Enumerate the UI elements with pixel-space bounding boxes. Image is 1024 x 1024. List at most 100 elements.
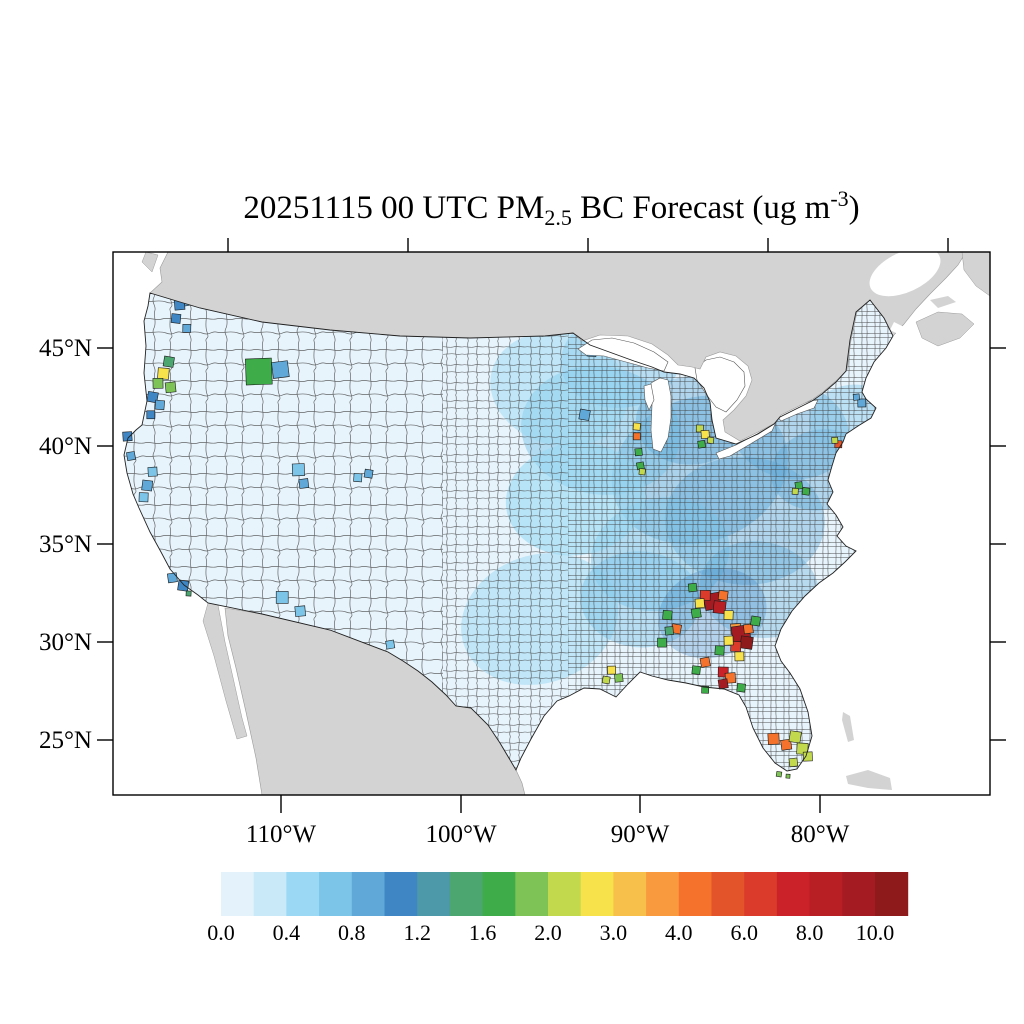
county-hotspot [750,615,762,627]
county-hotspot [739,635,754,650]
colorbar-segment [449,872,484,916]
county-hotspot [147,466,158,477]
colorbar-segment [384,872,418,916]
county-hotspot [734,651,745,662]
county-hotspot [767,732,780,745]
county-hotspot [723,635,734,646]
colorbar-label: 0.0 [207,920,235,945]
plot-frame [112,251,991,796]
x-axis-labels: 110°W 100°W 90°W 80°W [246,821,850,848]
county-hotspot [701,685,710,694]
nova-scotia [915,311,975,347]
x-tick-label: 100°W [425,821,496,848]
county-hotspot [788,730,802,744]
colorbar-segment [776,872,811,916]
colorbar-segment [580,872,614,916]
county-hotspot [717,678,729,690]
county-hotspot [126,451,136,461]
colorbar-segment [678,872,712,916]
colorbar-label: 8.0 [796,920,824,945]
county-hotspot [271,360,290,379]
county-hotspot [697,439,706,449]
colorbar-segment [744,872,778,916]
colorbar-label: 1.2 [403,920,431,945]
title-superscript: -3 [830,186,849,211]
county-hotspot [780,738,793,751]
colorbar-segment [646,872,680,916]
colorbar-label: 0.8 [338,920,366,945]
prince-edward-island [930,296,956,308]
county-hotspot [700,429,710,440]
county-hotspot [791,487,799,495]
colorbar-segment [253,872,287,916]
bay-of-fundy [890,322,926,346]
county-hotspot [164,381,177,394]
colorbar-label: 2.0 [534,920,562,945]
county-hotspot [162,355,175,368]
colorbar-label: 0.4 [273,920,301,945]
colorbar-segment [548,872,582,916]
county-hotspot [717,590,729,601]
county-hotspot [632,432,641,441]
colorbar: 0.0 0.4 0.8 1.2 1.6 2.0 3.0 4.0 6.0 8.0 10.0 [207,872,909,945]
colorbar-label: 1.6 [469,920,497,945]
y-tick-label: 35°N [39,531,92,558]
lake-michigan [650,377,672,453]
title-prefix: 20251115 00 UTC PM [243,190,545,226]
county-hotspot [699,656,711,668]
vancouver-island [141,251,159,273]
colorbar-segment [482,872,516,916]
colorbar-segment [842,872,876,916]
county-hotspot [775,770,783,778]
county-hotspot [714,645,725,656]
county-hotspot [712,600,727,615]
y-tick-label: 45°N [39,335,92,362]
colorbar-label: 6.0 [730,920,758,945]
x-tick-label: 80°W [791,821,850,848]
county-hotspot [245,357,273,386]
county-hotspot [794,481,804,490]
county-hotspot [634,447,643,457]
y-tick-label: 30°N [39,629,92,656]
county-hotspot [695,424,704,433]
colorbar-segment [221,872,255,916]
county-hotspot [152,377,164,389]
colorbar-segment [809,872,843,916]
county-hotspot [736,682,746,693]
us-outline [123,292,894,772]
hotspot-counties [122,295,867,779]
county-hotspot [353,473,363,483]
colorbar-segment [875,872,909,916]
y-axis-labels: 45°N 40°N 35°N 30°N 25°N [39,335,92,754]
lake-superior [577,337,669,372]
colorbar-label: 10.0 [856,920,895,945]
county-hotspot [857,398,867,408]
colorbar-segment [319,872,353,916]
county-hotspot [831,436,839,444]
county-hotspot [166,572,178,584]
county-hotspot [170,313,182,324]
x-tick-label: 90°W [611,821,670,848]
county-hotspot [638,468,646,476]
great-lakes [577,337,819,460]
county-hotspot [788,757,799,768]
title-mid: BC Forecast (ug m [571,190,831,226]
county-hotspot [157,367,170,380]
colorbar-segment [286,872,320,916]
county-hotspot [138,492,149,503]
county-hotspot [691,665,701,675]
county-hotspot [690,607,702,619]
axis-ticks [97,238,1006,813]
county-grid-central [443,293,568,771]
county-hotspot [146,410,156,420]
county-hotspot [785,773,791,779]
gulf-of-st-lawrence [869,247,941,297]
county-hotspot [141,479,154,492]
title-subscript: 2.5 [544,205,572,230]
county-hotspot [852,393,861,401]
colorbar-label: 4.0 [665,920,693,945]
county-hotspot [607,665,616,675]
county-hotspot [177,579,190,592]
